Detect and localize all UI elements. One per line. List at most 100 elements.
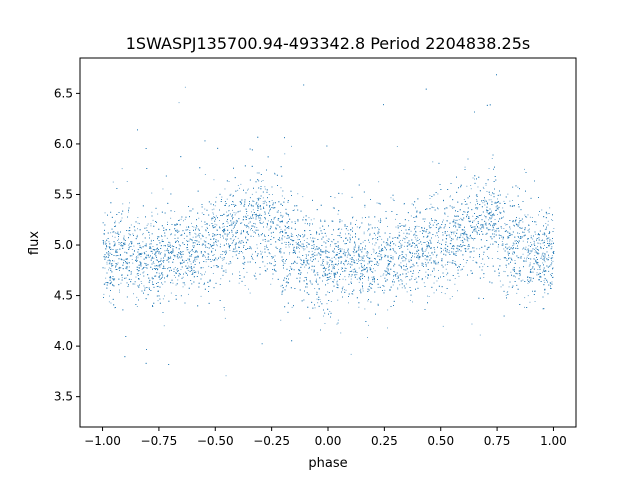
scatter-point (170, 292, 172, 294)
scatter-point (406, 263, 407, 265)
scatter-point (186, 268, 188, 269)
scatter-point (532, 238, 534, 240)
scatter-point (338, 269, 339, 270)
scatter-point (314, 307, 316, 309)
scatter-point (423, 282, 425, 284)
scatter-point (197, 270, 199, 272)
scatter-point (264, 246, 266, 248)
scatter-point (455, 252, 457, 254)
scatter-point (519, 275, 521, 277)
scatter-point (302, 236, 304, 238)
scatter-point (537, 262, 539, 263)
scatter-point (136, 306, 138, 307)
scatter-point (199, 236, 200, 238)
scatter-point (327, 282, 329, 284)
scatter-point (177, 240, 178, 241)
scatter-point (281, 217, 283, 218)
scatter-point (215, 196, 217, 198)
scatter-point (271, 221, 273, 223)
scatter-point (356, 226, 358, 228)
scatter-point (442, 219, 444, 221)
scatter-point (492, 192, 493, 194)
scatter-point (224, 317, 226, 319)
scatter-point (531, 280, 533, 282)
scatter-point (549, 240, 551, 242)
scatter-point (390, 257, 392, 258)
scatter-point (277, 210, 279, 211)
scatter-point (411, 278, 412, 280)
scatter-point (304, 259, 306, 261)
scatter-point (308, 217, 310, 219)
scatter-point (144, 262, 145, 264)
scatter-point (492, 192, 493, 193)
scatter-point (188, 265, 190, 267)
scatter-point (491, 258, 493, 259)
scatter-point (232, 209, 233, 211)
scatter-point (227, 222, 229, 224)
scatter-point (265, 202, 267, 204)
scatter-point (516, 240, 517, 241)
scatter-point (424, 251, 426, 252)
scatter-point (361, 257, 363, 259)
scatter-point (334, 268, 335, 270)
scatter-point (551, 247, 553, 249)
scatter-point (473, 247, 475, 249)
scatter-point (299, 248, 300, 249)
scatter-point (198, 217, 200, 219)
scatter-point (237, 185, 239, 186)
scatter-point (137, 217, 139, 218)
scatter-point (544, 282, 546, 283)
scatter-point (446, 274, 448, 276)
scatter-point (433, 292, 435, 294)
scatter-point (118, 222, 120, 224)
scatter-point (285, 242, 287, 243)
scatter-point (245, 215, 246, 217)
scatter-point (196, 226, 198, 228)
scatter-point (456, 239, 458, 241)
scatter-point (118, 238, 119, 240)
scatter-point (551, 219, 552, 221)
scatter-point (382, 274, 384, 276)
scatter-point (409, 300, 411, 301)
scatter-point (352, 269, 354, 271)
scatter-point (114, 236, 116, 238)
scatter-point (311, 247, 312, 249)
scatter-point (422, 230, 424, 232)
scatter-point (284, 236, 286, 238)
scatter-point (309, 259, 311, 261)
scatter-point (332, 268, 334, 270)
scatter-point (416, 235, 418, 237)
scatter-point (220, 243, 221, 245)
scatter-point (280, 221, 282, 223)
scatter-point (121, 277, 123, 279)
scatter-point (350, 234, 351, 236)
scatter-point (529, 228, 530, 230)
scatter-point (213, 179, 215, 181)
scatter-point (493, 215, 495, 216)
scatter-point (543, 280, 545, 282)
scatter-point (115, 255, 117, 257)
scatter-point (314, 252, 316, 253)
scatter-point (354, 274, 356, 276)
scatter-point (377, 230, 379, 232)
scatter-point (427, 295, 428, 297)
scatter-point (377, 303, 379, 305)
scatter-point (114, 307, 116, 309)
scatter-point (440, 247, 442, 249)
scatter-point (327, 266, 329, 268)
scatter-point (330, 260, 332, 262)
scatter-point (336, 246, 338, 247)
scatter-point (232, 195, 234, 197)
scatter-point (213, 239, 214, 240)
scatter-point (137, 228, 138, 230)
scatter-point (285, 286, 287, 288)
scatter-point (497, 246, 499, 248)
scatter-point (340, 332, 342, 334)
scatter-point (375, 253, 376, 254)
scatter-point (344, 276, 346, 278)
scatter-point (128, 244, 130, 246)
scatter-point (438, 236, 439, 238)
scatter-point (474, 178, 475, 180)
scatter-point (430, 227, 432, 228)
scatter-point (268, 229, 270, 231)
